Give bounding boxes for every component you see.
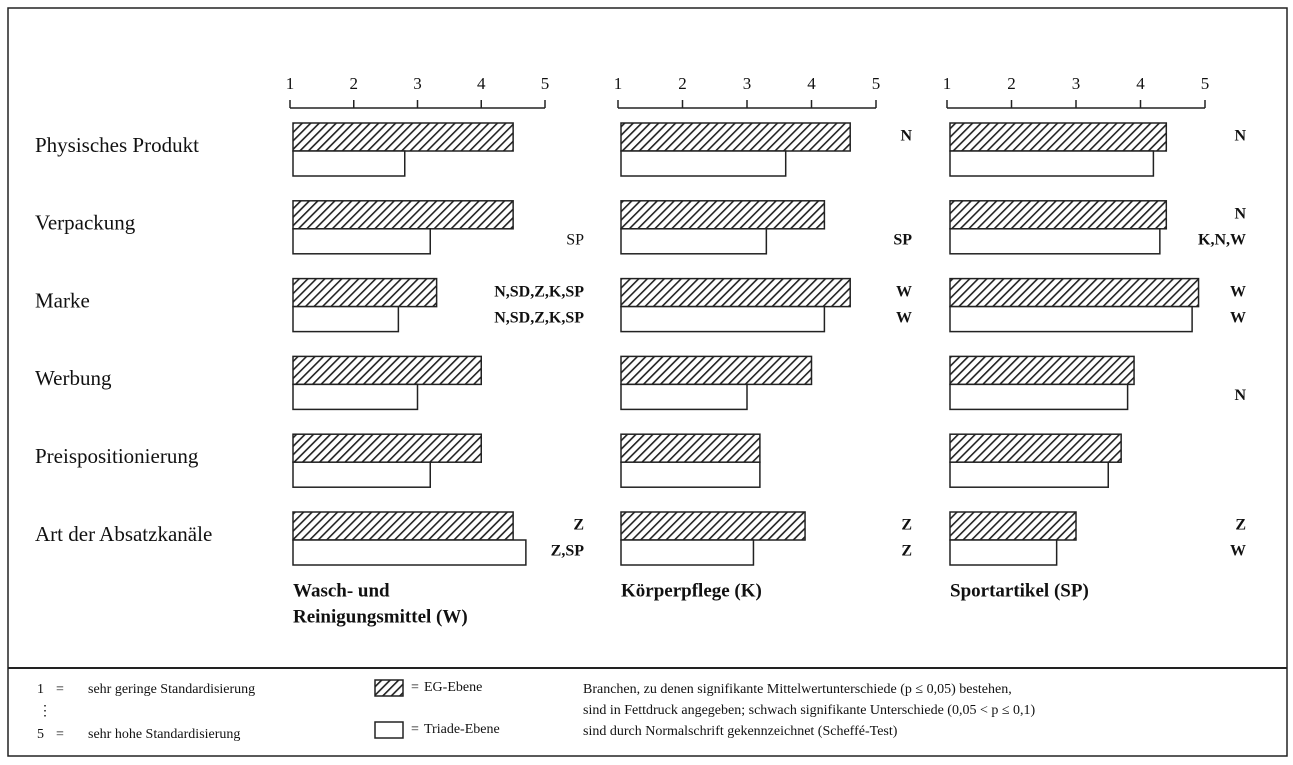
x-tick-label: 1	[614, 74, 623, 93]
bar	[949, 355, 1135, 386]
significance-note: N	[1234, 205, 1246, 222]
panel-title: Reinigungsmittel (W)	[293, 606, 468, 627]
significance-note: K,N,W	[1198, 231, 1246, 248]
bar	[620, 150, 787, 177]
bar	[620, 511, 806, 541]
bar	[620, 122, 851, 152]
significance-note: N	[1234, 387, 1246, 404]
significance-note: N	[900, 128, 912, 145]
bar	[292, 150, 406, 177]
x-tick-label: 3	[743, 74, 752, 93]
significance-note: Z,SP	[551, 543, 585, 560]
bar	[949, 277, 1200, 308]
bar	[620, 461, 761, 488]
legend-note: Branchen, zu denen signifikante Mittelwe…	[583, 682, 1012, 697]
x-tick-label: 4	[477, 74, 486, 93]
significance-note: N,SD,Z,K,SP	[494, 309, 584, 326]
significance-note: W	[1230, 309, 1246, 326]
bar	[292, 461, 431, 488]
bar	[620, 383, 748, 411]
x-tick-label: 2	[1007, 74, 1016, 93]
bar	[292, 305, 400, 333]
legend-label: EG-Ebene	[424, 680, 482, 695]
significance-note: SP	[893, 231, 912, 248]
panel-title: Körperpflege (K)	[621, 580, 762, 601]
legend-swatch	[374, 679, 404, 697]
significance-note: Z	[901, 517, 912, 534]
scale-equals: =	[56, 727, 64, 742]
bar	[292, 539, 527, 566]
frame	[7, 7, 1288, 757]
x-tick-label: 2	[350, 74, 359, 93]
bar	[620, 277, 851, 308]
scale-equals: =	[56, 682, 64, 697]
bar	[620, 228, 768, 255]
scale-text: sehr hohe Standardisierung	[88, 727, 240, 742]
panel-title: Wasch- und	[293, 580, 390, 601]
row-label: Preispositionierung	[35, 444, 199, 468]
row-label: Marke	[35, 288, 90, 312]
x-tick-label: 4	[807, 74, 816, 93]
row-label: Physisches Produkt	[35, 133, 199, 157]
x-tick-label: 3	[413, 74, 422, 93]
x-tick-label: 2	[678, 74, 687, 93]
bar	[292, 383, 419, 411]
significance-note: SP	[566, 231, 584, 248]
scale-text: sehr geringe Standardisierung	[88, 682, 255, 697]
significance-note: N,SD,Z,K,SP	[494, 283, 584, 300]
bar	[292, 200, 514, 230]
bar	[949, 383, 1129, 411]
significance-note: N	[1234, 128, 1246, 145]
legend-swatch	[374, 721, 404, 739]
legend-equals: =	[411, 680, 419, 695]
significance-note: Z	[901, 543, 912, 560]
bar	[949, 305, 1193, 333]
bar	[292, 122, 514, 152]
bar	[949, 539, 1058, 566]
significance-note: Z	[1235, 517, 1246, 534]
scale-dots: ⋮	[38, 704, 52, 719]
bar	[949, 433, 1122, 463]
bar	[949, 122, 1168, 152]
scale-value: 5	[37, 727, 44, 742]
bar	[620, 200, 826, 230]
panel-title: Sportartikel (SP)	[950, 580, 1089, 601]
row-label: Art der Absatzkanäle	[35, 522, 212, 546]
x-tick-label: 5	[1201, 74, 1210, 93]
significance-note: W	[896, 309, 912, 326]
scale-value: 1	[37, 682, 44, 697]
row-label: Werbung	[35, 366, 112, 390]
bar	[292, 277, 438, 308]
x-tick-label: 1	[286, 74, 295, 93]
bar	[949, 511, 1077, 541]
x-tick-label: 5	[872, 74, 881, 93]
row-label: Verpackung	[35, 211, 136, 235]
significance-note: W	[1230, 283, 1246, 300]
bar	[949, 150, 1155, 177]
legend-label: Triade-Ebene	[424, 722, 500, 737]
bar	[620, 539, 755, 566]
bar	[949, 200, 1168, 230]
bar	[949, 228, 1161, 255]
x-tick-label: 4	[1136, 74, 1145, 93]
bar	[292, 511, 514, 541]
legend-note: sind durch Normalschrift gekennzeichnet …	[583, 724, 898, 739]
bar	[620, 305, 826, 333]
legend-note: sind in Fettdruck angegeben; schwach sig…	[583, 703, 1036, 718]
legend-equals: =	[411, 722, 419, 737]
significance-note: W	[1230, 543, 1246, 560]
bar	[292, 355, 482, 386]
x-tick-label: 5	[541, 74, 550, 93]
x-tick-label: 1	[943, 74, 952, 93]
bar	[292, 228, 431, 255]
bar	[620, 433, 761, 463]
significance-note: Z	[573, 517, 584, 534]
bar	[949, 461, 1109, 488]
x-tick-label: 3	[1072, 74, 1081, 93]
significance-note: W	[896, 283, 912, 300]
bar	[292, 433, 482, 463]
bar	[620, 355, 813, 386]
